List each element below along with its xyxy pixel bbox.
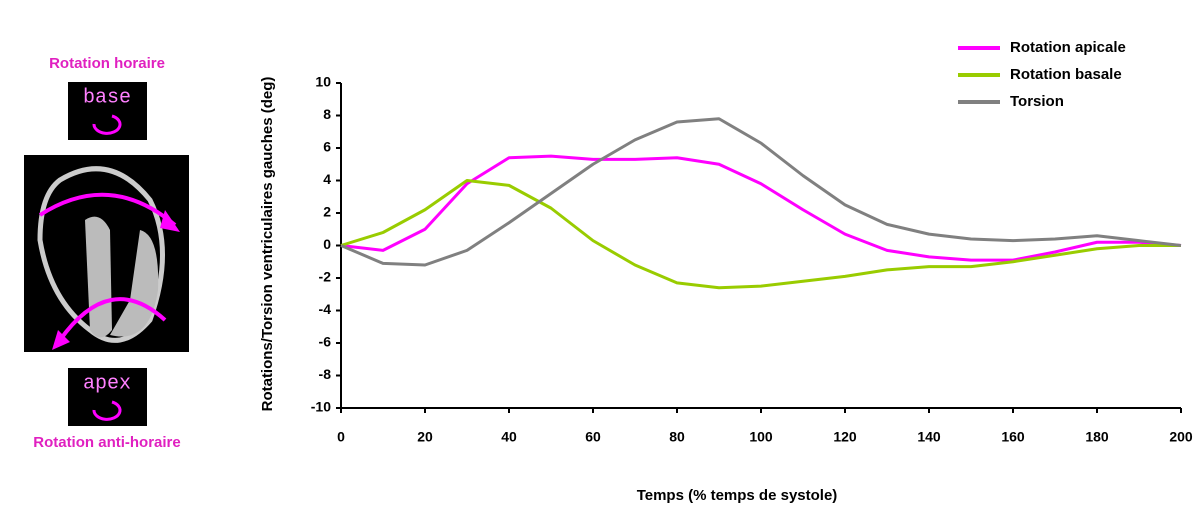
x-tick-label: 160 [1001,429,1025,445]
y-tick-label: -10 [311,399,331,415]
x-tick-label: 0 [337,429,345,445]
arrow [38,192,177,227]
legend-label: Torsion [1010,93,1064,110]
rotation-icon [92,400,122,421]
line [340,154,1182,262]
y-tick-label: 4 [323,171,331,187]
x-tick-label: 200 [1169,429,1193,445]
rotation-icon [92,114,122,135]
annotation: Rotation anti-horaire [33,434,181,451]
y-tick-label: 0 [323,236,331,252]
arrowhead [52,330,70,350]
heart [37,166,165,343]
legend-label: Rotation apicale [1010,39,1126,56]
y-tick-label: -2 [319,269,332,285]
y-tick-label: 10 [315,74,331,90]
x-tick-label: 180 [1085,429,1109,445]
x-axis-label: Temps (% temps de systole) [637,487,838,504]
y-tick-label: -6 [319,334,332,350]
x-tick-label: 80 [669,429,685,445]
x-tick-label: 120 [833,429,857,445]
y-tick-label: 8 [323,106,331,122]
x-tick-label: 20 [417,429,433,445]
y-axis-label: Rotations/Torsion ventriculaires gauches… [259,77,276,412]
base-box [68,82,147,140]
y-tick-label: -4 [319,301,332,317]
x-tick-label: 140 [917,429,941,445]
x-tick-label: 60 [585,429,601,445]
y-tick-label: 6 [323,139,331,155]
arrow [58,297,167,342]
apex-box [68,368,147,426]
x-tick-label: 100 [749,429,773,445]
annotation: base [83,86,131,109]
x-tick-label: 40 [501,429,517,445]
line [340,117,1182,267]
legend-label: Rotation basale [1010,66,1122,83]
y-tick-label: 2 [323,204,331,220]
line [340,179,1181,290]
annotation: apex [83,372,131,395]
heart-wall [110,230,159,337]
y-tick-label: -8 [319,366,332,382]
annotation: Rotation horaire [49,55,165,72]
arrowhead [160,210,180,232]
